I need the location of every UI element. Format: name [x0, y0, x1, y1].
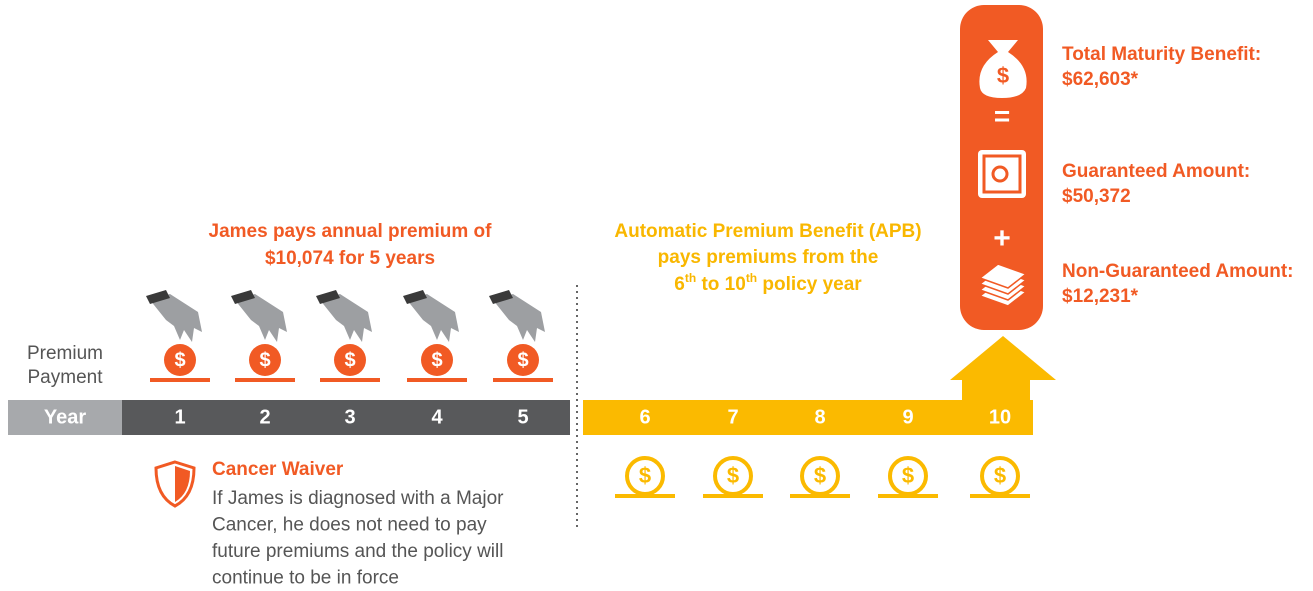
coin-symbol: $ [814, 463, 826, 488]
year-number: 4 [431, 406, 443, 428]
coin-symbol: $ [517, 349, 528, 371]
superscript: th [746, 271, 757, 285]
apb-heading: Automatic Premium Benefit (APB) [614, 221, 921, 242]
benefit-amount: $50,372 [1062, 186, 1131, 207]
left-heading: James pays annual premium of [209, 221, 493, 242]
year-number: 1 [174, 406, 185, 428]
coin-base [150, 378, 210, 382]
benefit-label: Non-Guaranteed Amount: [1062, 261, 1294, 282]
year-number: 3 [344, 406, 355, 428]
coin-base [878, 494, 938, 498]
year-number: 6 [639, 406, 650, 428]
coin-symbol: $ [639, 463, 651, 488]
apb-heading: 6th to 10th policy year [674, 271, 862, 295]
text: 6 [674, 274, 685, 295]
plus-sign: + [993, 222, 1011, 255]
year-number: 7 [727, 406, 738, 428]
coin-symbol: $ [259, 349, 270, 371]
page: James pays annual premium of $10,074 for… [0, 0, 1313, 591]
coin-symbol: $ [727, 463, 739, 488]
coin-base [235, 378, 295, 382]
year-number: 9 [902, 406, 913, 428]
superscript: th [685, 271, 696, 285]
equals-sign: = [994, 100, 1010, 131]
coin-base [407, 378, 467, 382]
coin-symbol: $ [174, 349, 185, 371]
waiver-body: continue to be in force [212, 568, 399, 589]
arrow [950, 336, 1056, 400]
row-label: Premium [27, 343, 103, 364]
benefit-label: Total Maturity Benefit: [1062, 44, 1261, 65]
coin-base [703, 494, 763, 498]
coin-symbol: $ [902, 463, 914, 488]
coin-base [615, 494, 675, 498]
year-number: 5 [517, 406, 528, 428]
coin-symbol: $ [344, 349, 355, 371]
year-number: 2 [259, 406, 270, 428]
waiver-body: future premiums and the policy will [212, 541, 503, 562]
text: to 10 [696, 274, 746, 295]
benefit-label: Guaranteed Amount: [1062, 161, 1250, 182]
coin-base [320, 378, 380, 382]
coin-base [790, 494, 850, 498]
year-number: 10 [989, 406, 1011, 428]
coin-symbol: $ [431, 349, 442, 371]
coin-base [493, 378, 553, 382]
text: policy year [757, 274, 862, 295]
year-number: 8 [814, 406, 825, 428]
coin-base [970, 494, 1030, 498]
benefit-amount: $62,603* [1062, 69, 1139, 90]
timeline-label: Year [44, 406, 86, 428]
coin-symbol: $ [994, 463, 1006, 488]
left-heading: $10,074 for 5 years [265, 248, 435, 269]
waiver-body: If James is diagnosed with a Major [212, 488, 504, 509]
diagram: James pays annual premium of $10,074 for… [0, 0, 1313, 591]
waiver-title: Cancer Waiver [212, 459, 344, 480]
money-bag-symbol: $ [997, 63, 1009, 88]
waiver-body: Cancer, he does not need to pay [212, 515, 487, 536]
row-label: Payment [28, 367, 104, 388]
apb-heading: pays premiums from the [658, 247, 879, 268]
benefit-amount: $12,231* [1062, 286, 1139, 307]
